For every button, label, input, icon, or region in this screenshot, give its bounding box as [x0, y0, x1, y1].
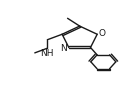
Text: O: O	[99, 29, 105, 38]
Text: NH: NH	[40, 49, 53, 58]
Text: N: N	[60, 44, 67, 53]
